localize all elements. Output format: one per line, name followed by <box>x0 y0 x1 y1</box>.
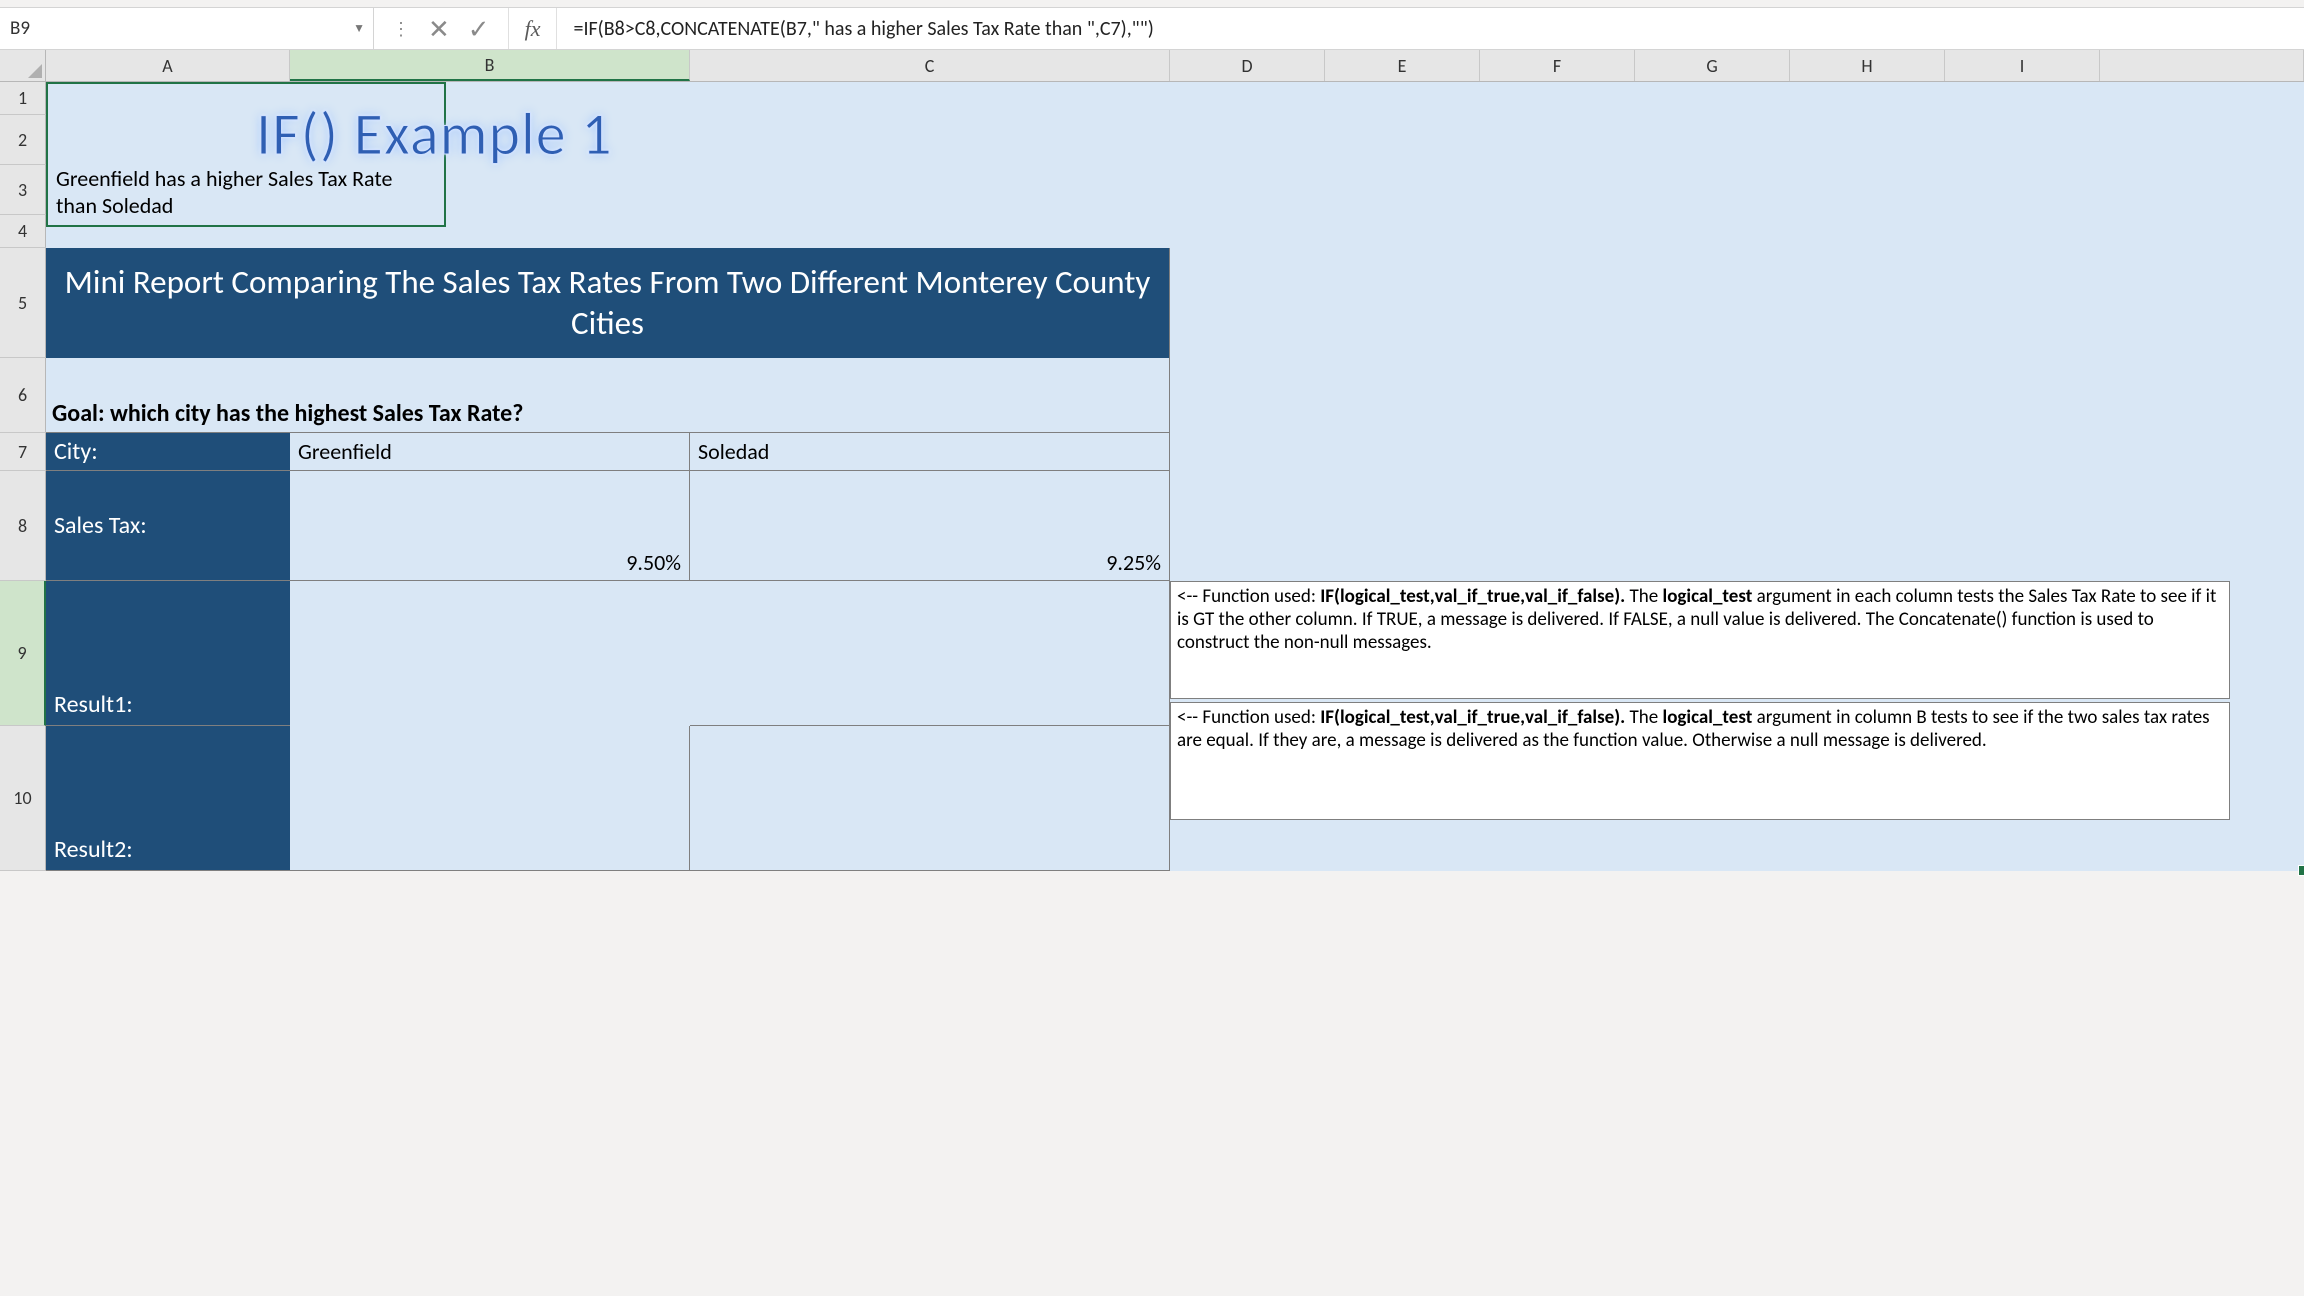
grid: 1 2 3 4 5 6 7 8 9 10 IF() Example 1 Mini… <box>0 82 2304 871</box>
label-result2[interactable]: Result2: <box>46 726 290 871</box>
row-headers: 1 2 3 4 5 6 7 8 9 10 <box>0 82 46 871</box>
row-header-3[interactable]: 3 <box>0 165 46 215</box>
note-2-text: <-- Function used: IF(logical_test,val_i… <box>1177 707 2223 753</box>
worksheet[interactable]: IF() Example 1 Mini Report Comparing The… <box>46 82 2304 871</box>
col-header-rest <box>2100 50 2304 81</box>
row-header-5[interactable]: 5 <box>0 248 46 358</box>
col-header-I[interactable]: I <box>1945 50 2100 81</box>
formula-bar-buttons: ⋮ ✕ ✓ <box>374 8 509 49</box>
label-result1[interactable]: Result1: <box>46 581 290 726</box>
cell-C10[interactable] <box>690 726 1170 871</box>
cell-B9-text: Greenfield has a higher Sales Tax Rate t… <box>56 165 436 219</box>
row-header-6[interactable]: 6 <box>0 358 46 433</box>
fx-icon[interactable]: fx <box>509 8 558 49</box>
goal-cell[interactable]: Goal: which city has the highest Sales T… <box>46 358 1170 433</box>
formula-bar: B9 ▼ ⋮ ✕ ✓ fx =IF(B8>C8,CONCATENATE(B7,"… <box>0 8 2304 50</box>
cell-B10[interactable] <box>290 726 690 871</box>
label-city[interactable]: City: <box>46 433 290 471</box>
name-box-dropdown-icon[interactable]: ▼ <box>353 21 365 36</box>
row-header-9[interactable]: 9 <box>0 581 46 726</box>
title-wordart: IF() Example 1 <box>256 98 613 171</box>
row-header-1[interactable]: 1 <box>0 82 46 115</box>
cell-B8[interactable]: 9.50% <box>290 471 690 581</box>
col-header-E[interactable]: E <box>1325 50 1480 81</box>
note-1-text: <-- Function used: IF(logical_test,val_i… <box>1177 586 2223 654</box>
enter-icon[interactable]: ✓ <box>468 13 490 45</box>
customize-icon[interactable]: ⋮ <box>392 18 410 40</box>
label-salestax[interactable]: Sales Tax: <box>46 471 290 581</box>
cell-C8[interactable]: 9.25% <box>690 471 1170 581</box>
col-header-H[interactable]: H <box>1790 50 1945 81</box>
row-header-4[interactable]: 4 <box>0 215 46 248</box>
row-header-8[interactable]: 8 <box>0 471 46 581</box>
name-box-value: B9 <box>10 17 30 40</box>
formula-input[interactable]: =IF(B8>C8,CONCATENATE(B7," has a higher … <box>557 8 2304 49</box>
row-header-7[interactable]: 7 <box>0 433 46 471</box>
cancel-icon[interactable]: ✕ <box>428 13 450 45</box>
goal-text: Goal: which city has the highest Sales T… <box>52 399 523 428</box>
row-header-2[interactable]: 2 <box>0 115 46 165</box>
note-1[interactable]: <-- Function used: IF(logical_test,val_i… <box>1170 581 2230 699</box>
banner-text: Mini Report Comparing The Sales Tax Rate… <box>56 262 1159 345</box>
col-header-A[interactable]: A <box>46 50 290 81</box>
column-headers: A B C D E F G H I <box>0 50 2304 82</box>
select-all-corner[interactable] <box>0 50 46 81</box>
cell-C9[interactable] <box>690 581 1170 726</box>
ribbon-edge <box>0 0 2304 8</box>
cell-B7[interactable]: Greenfield <box>290 433 690 471</box>
name-box[interactable]: B9 ▼ <box>0 8 374 49</box>
row-header-10[interactable]: 10 <box>0 726 46 871</box>
col-header-D[interactable]: D <box>1170 50 1325 81</box>
col-header-G[interactable]: G <box>1635 50 1790 81</box>
col-header-F[interactable]: F <box>1480 50 1635 81</box>
formula-text: =IF(B8>C8,CONCATENATE(B7," has a higher … <box>573 17 1153 41</box>
cell-C7[interactable]: Soledad <box>690 433 1170 471</box>
col-header-B[interactable]: B <box>290 50 690 81</box>
banner-cell[interactable]: Mini Report Comparing The Sales Tax Rate… <box>46 248 1170 358</box>
note-2[interactable]: <-- Function used: IF(logical_test,val_i… <box>1170 702 2230 820</box>
col-header-C[interactable]: C <box>690 50 1170 81</box>
